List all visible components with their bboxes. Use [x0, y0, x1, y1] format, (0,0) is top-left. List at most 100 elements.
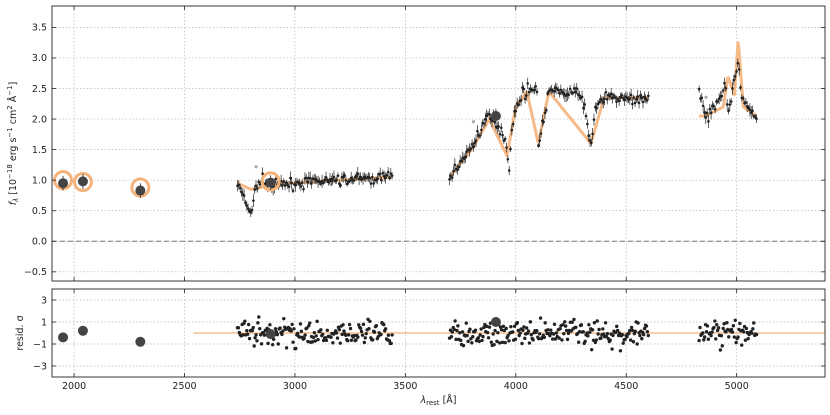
resid-point-1-71 [513, 337, 518, 341]
resid-point-0-22 [256, 321, 260, 325]
spec-point-1-3 [452, 169, 455, 173]
resid-point-0-73 [303, 333, 307, 337]
spec-point-1-136 [628, 97, 632, 100]
spec-point-1-146 [641, 100, 645, 104]
resid-point-1-32 [477, 339, 481, 344]
resid-point-0-85 [314, 334, 318, 338]
resid-point-0-41 [273, 327, 278, 331]
resid-point-0-97 [325, 328, 330, 332]
spec-point-1-42 [503, 137, 507, 141]
resid-point-1-76 [518, 331, 522, 335]
spec-point-0-92 [357, 177, 361, 181]
resid-point-0-75 [305, 326, 309, 330]
resid-point-2-44 [738, 321, 742, 326]
resid-point-1-20 [466, 339, 470, 344]
resid-point-1-60 [503, 340, 507, 345]
phot-point-1 [77, 176, 88, 187]
resid-point-0-110 [337, 327, 342, 332]
spec-point-0-62 [318, 179, 321, 183]
resid-point-1-183 [617, 331, 622, 335]
resid-point-1-83 [524, 326, 529, 330]
spec-point-1-142 [636, 95, 640, 98]
resid-point-1-94 [535, 328, 539, 333]
spec-point-0-40 [289, 176, 292, 180]
spec-point-1-83 [558, 92, 561, 95]
resid-point-1-160 [596, 332, 600, 336]
resid-point-0-43 [275, 332, 280, 337]
resid-point-1-55 [498, 325, 503, 329]
resid-point-1-106 [546, 328, 550, 332]
spec-point-0-7 [245, 204, 249, 207]
resid-point-1-24 [470, 341, 474, 345]
resid-point-2-10 [706, 337, 711, 341]
resid-point-0-166 [389, 341, 393, 346]
spec-point-1-34 [493, 120, 496, 124]
spec-point-2-39 [749, 111, 753, 114]
spec-point-0-65 [322, 181, 325, 185]
resid-point-0-48 [280, 332, 284, 337]
resid-point-1-125 [563, 324, 568, 328]
spec-point-0-10 [249, 211, 253, 214]
spec-point-1-141 [635, 97, 638, 101]
spec-point-1-121 [608, 94, 612, 98]
resid-point-1-156 [592, 321, 597, 325]
spec-point-1-86 [562, 92, 565, 95]
resid-point-1-85 [526, 329, 531, 333]
spec-point-1-38 [498, 132, 502, 136]
resid-point-0-134 [359, 329, 364, 334]
spec-point-1-50 [514, 109, 518, 113]
spec-point-1-137 [629, 93, 633, 97]
residual-ylabel: resid. σ [15, 315, 26, 350]
spec-point-1-72 [543, 111, 547, 115]
resid-point-2-16 [712, 325, 716, 330]
spec-point-2-29 [736, 61, 740, 65]
x-tick-label-6: 5000 [725, 381, 749, 392]
resid-point-1-181 [615, 328, 620, 333]
spec-point-1-54 [519, 99, 523, 102]
spec-point-0-19 [261, 172, 264, 175]
resid-point-1-114 [553, 337, 558, 341]
resid-point-1-15 [461, 343, 466, 348]
spec-point-1-132 [623, 98, 626, 102]
spec-point-0-44 [294, 183, 297, 187]
resid-point-1-49 [493, 328, 497, 333]
resid-point-2-40 [734, 340, 738, 345]
resid-point-0-46 [278, 326, 282, 330]
spec-point-0-106 [376, 177, 379, 181]
spec-point-1-60 [527, 90, 531, 94]
spec-point-0-82 [344, 179, 348, 182]
spec-point-2-30 [737, 68, 741, 71]
resid-point-1-195 [628, 338, 633, 342]
resid-point-0-49 [281, 329, 285, 333]
spec-point-1-4 [453, 163, 457, 167]
spec-point-1-64 [533, 88, 536, 92]
resid-point-0-78 [308, 321, 312, 325]
resid-point-1-37 [482, 325, 486, 330]
resid-point-2-50 [743, 338, 748, 342]
resid-point-1-142 [579, 323, 584, 327]
spec-point-2-28 [735, 70, 738, 73]
spec-point-1-59 [526, 82, 530, 85]
main-panel: −0.5 0.0 0.5 1.0 1.5 2.0 2.5 3.0 3.5 fλ [10−18 e… [6, 5, 826, 282]
resid-point-1-33 [478, 333, 482, 337]
spec-point-1-111 [595, 107, 598, 110]
resid-point-1-35 [480, 338, 484, 343]
resid-phot-1 [77, 325, 88, 336]
resid-point-2-9 [705, 324, 710, 328]
resid-point-0-38 [270, 342, 275, 347]
spec-point-1-17 [470, 142, 474, 146]
resid-point-1-58 [501, 324, 506, 328]
spec-point-1-100 [580, 95, 584, 99]
spec-point-2-2 [700, 96, 704, 100]
resid-point-0-114 [341, 323, 345, 327]
resid-point-1-180 [615, 324, 619, 329]
resid-point-2-29 [724, 330, 728, 334]
spec-point-0-111 [382, 174, 386, 178]
resid-point-0-120 [346, 333, 351, 337]
spec-point-0-3 [240, 190, 243, 194]
spec-point-1-101 [582, 106, 585, 110]
resid-point-1-2 [449, 335, 454, 339]
spec-point-1-47 [510, 128, 514, 132]
main-ylabel: fλ [10−18 erg s−1 cm2 Å−1] [6, 82, 20, 206]
